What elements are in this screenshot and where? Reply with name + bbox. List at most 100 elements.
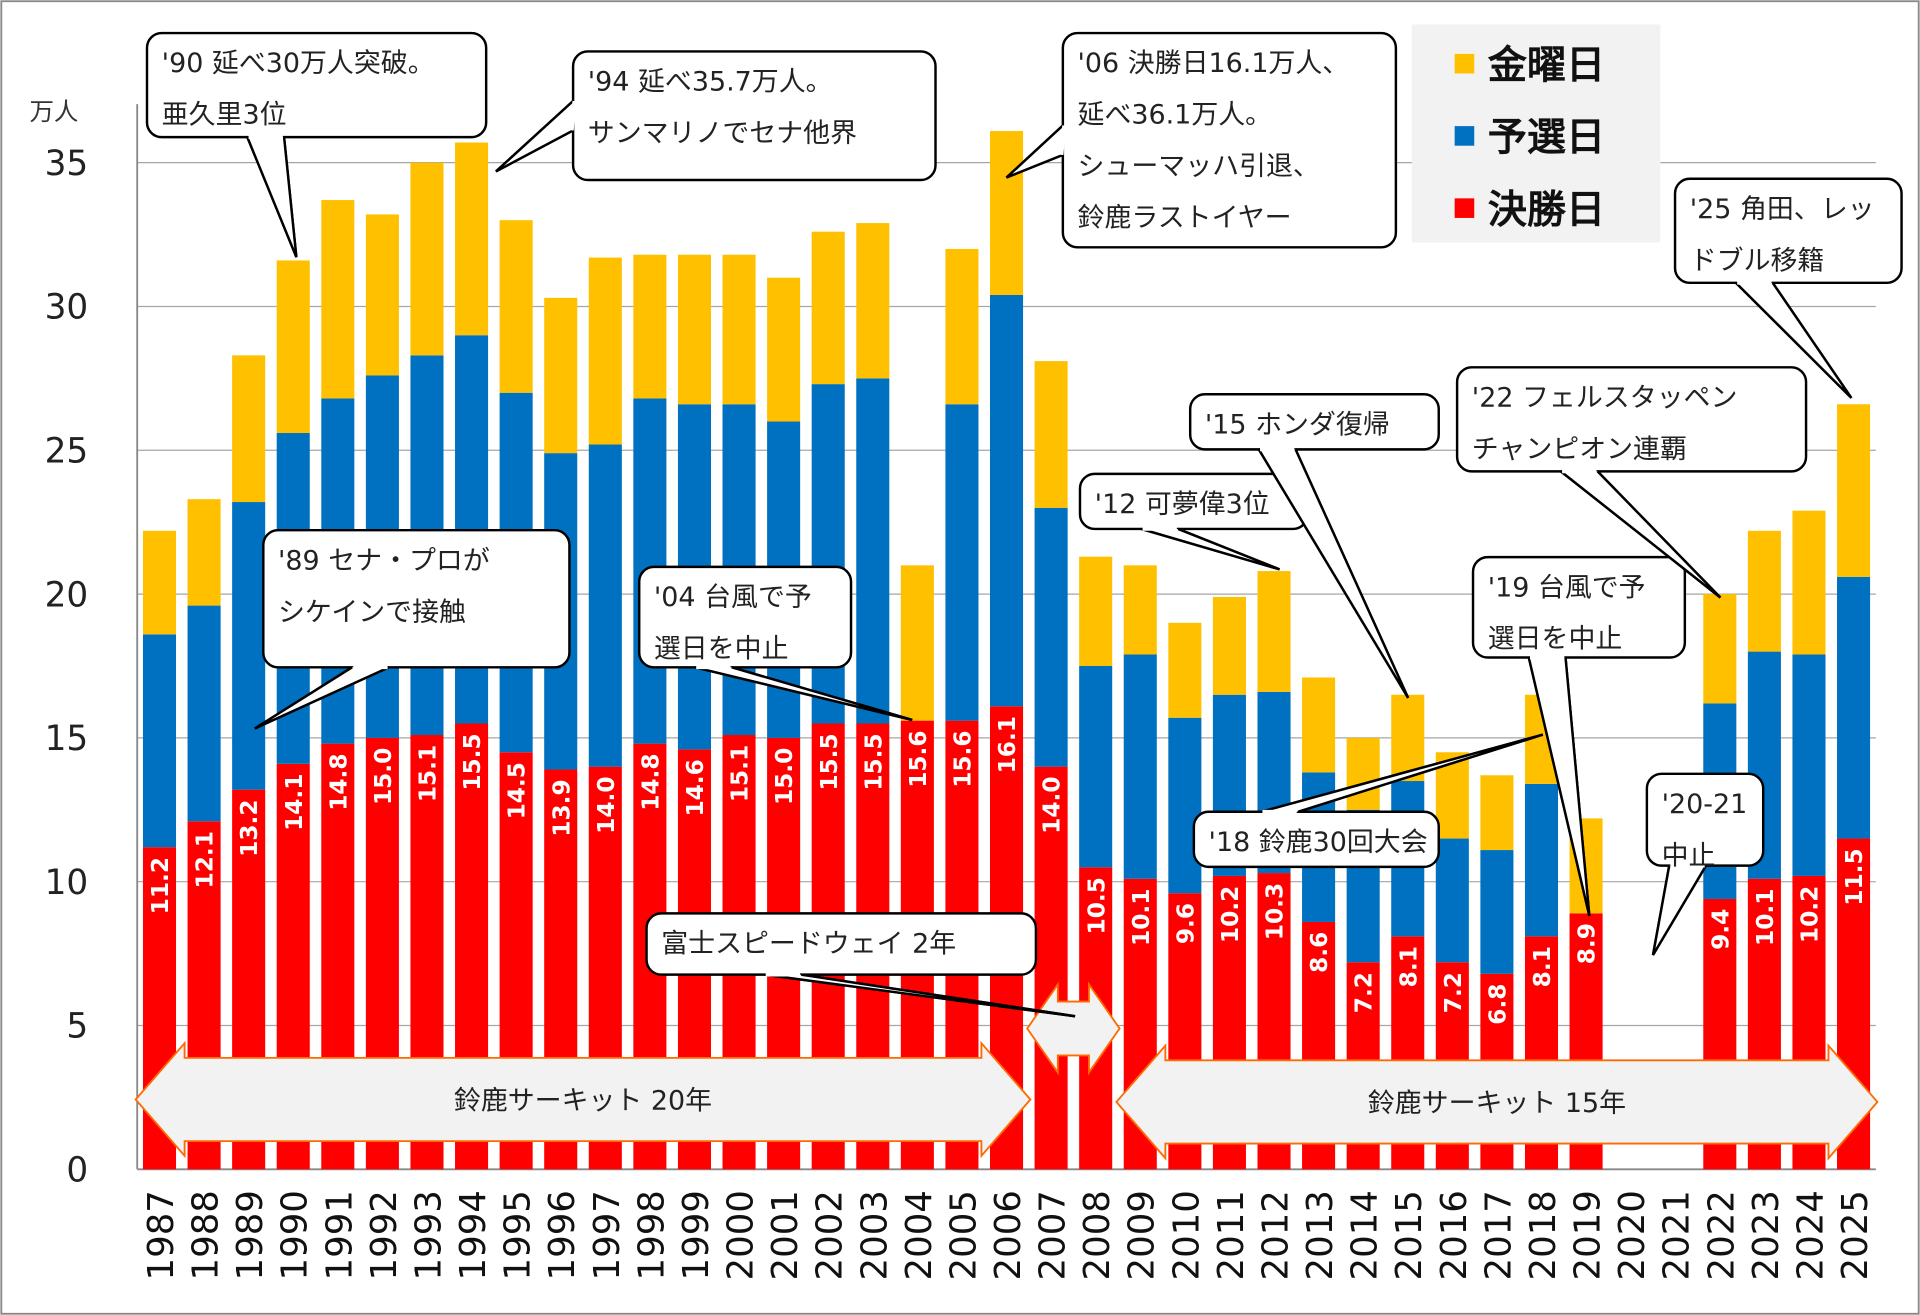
bar-予選日 [1034, 507, 1068, 767]
bar-予選日 [187, 605, 221, 822]
callout-text: '12 可夢偉3位 [1095, 489, 1270, 520]
data-label: 14.5 [504, 762, 531, 819]
data-label: 9.6 [1172, 903, 1199, 944]
bar-予選日 [588, 444, 622, 767]
x-tick-label: 1995 [498, 1190, 539, 1280]
data-label: 15.6 [905, 730, 932, 787]
bar-予選日 [1837, 576, 1871, 839]
data-label: 7.2 [1440, 972, 1467, 1013]
bar-金曜日 [321, 200, 355, 399]
callout-box [645, 912, 1038, 976]
data-label: 10.2 [1797, 886, 1824, 943]
callout-2012: '12 可夢偉3位 [1078, 472, 1309, 571]
x-tick-label: 2011 [1211, 1190, 1252, 1280]
bar-予選日 [1524, 783, 1559, 937]
data-label: 11.2 [147, 857, 174, 914]
callout-text: '22 フェルスタッペン [1472, 382, 1738, 413]
y-tick-label: 5 [66, 1007, 88, 1047]
span-arrow [1115, 1043, 1879, 1161]
x-tick-label: 2013 [1300, 1190, 1341, 1280]
callout-text: 選日を中止 [1488, 624, 1623, 655]
bar-金曜日 [677, 254, 711, 405]
data-label: 12.1 [192, 831, 219, 888]
callout-text: '25 角田、レッ [1690, 194, 1875, 225]
y-tick-label: 20 [45, 575, 89, 615]
bar-予選日 [1079, 665, 1113, 868]
bar-金曜日 [1034, 361, 1068, 508]
bar-金曜日 [1747, 530, 1781, 652]
y-axis-unit: 万人 [29, 97, 78, 126]
callout-text: '20-21 [1662, 789, 1748, 820]
callout-text: サンマリノでセナ他界 [588, 118, 857, 149]
callout-1990: '90 延べ30万人突破。亜久里3位 [145, 31, 488, 258]
legend-label: 決勝日 [1488, 188, 1606, 233]
data-label: 15.5 [860, 733, 887, 790]
legend-label: 予選日 [1488, 116, 1606, 161]
bar-金曜日 [1837, 404, 1871, 577]
legend-swatch [1454, 198, 1475, 218]
bar-予選日 [945, 404, 979, 721]
bar-金曜日 [455, 142, 489, 336]
x-tick-label: 2009 [1122, 1190, 1163, 1280]
data-label: 8.1 [1395, 946, 1422, 987]
x-tick-label: 2003 [854, 1190, 895, 1280]
callout-pointer-front [1560, 470, 1722, 599]
x-tick-label: 2018 [1523, 1190, 1564, 1280]
y-tick-label: 10 [45, 863, 89, 903]
x-tick-label: 1998 [631, 1190, 672, 1280]
legend-label: 金曜日 [1487, 43, 1606, 88]
bar-金曜日 [945, 248, 979, 405]
callout-text: '90 延べ30万人突破。 [162, 48, 435, 79]
bar-金曜日 [1391, 694, 1425, 782]
x-tick-label: 1999 [676, 1190, 717, 1280]
bar-予選日 [1435, 838, 1469, 963]
bar-予選日 [1480, 850, 1514, 974]
x-tick-label: 2015 [1389, 1190, 1430, 1280]
data-label: 8.9 [1574, 923, 1601, 964]
bar-金曜日 [588, 257, 622, 445]
callout-pointer-front [254, 666, 390, 730]
span-arrow [1026, 981, 1121, 1076]
bar-金曜日 [767, 277, 801, 422]
x-tick-label: 2005 [943, 1190, 984, 1280]
data-label: 6.8 [1484, 984, 1511, 1025]
callout-box [1673, 177, 1903, 285]
x-tick-label: 2019 [1568, 1190, 1609, 1280]
data-label: 15.1 [727, 745, 754, 802]
data-label: 9.4 [1707, 909, 1734, 950]
bar-金曜日 [1212, 596, 1246, 695]
x-tick-label: 2021 [1657, 1190, 1698, 1280]
legend-swatch [1454, 53, 1475, 74]
span-label: 鈴鹿サーキット 15年 [1368, 1088, 1626, 1119]
x-tick-label: 2001 [765, 1190, 806, 1280]
x-tick-label: 2014 [1345, 1190, 1386, 1280]
callout-text: '15 ホンダ復帰 [1205, 409, 1390, 440]
bar-予選日 [1168, 717, 1202, 894]
x-tick-label: 1988 [186, 1190, 227, 1280]
bar-予選日 [232, 502, 266, 790]
x-tick-label: 1989 [230, 1190, 271, 1280]
x-tick-label: 1996 [542, 1190, 583, 1280]
data-label: 15.5 [816, 733, 843, 790]
x-tick-label: 1997 [587, 1190, 628, 1280]
bar-金曜日 [633, 254, 667, 399]
callout-pointer-front [1140, 527, 1281, 571]
data-label: 10.2 [1217, 886, 1244, 943]
callout-box [1455, 366, 1808, 473]
callout-join [570, 100, 577, 131]
bar-金曜日 [722, 254, 756, 405]
span-label: 鈴鹿サーキット 20年 [454, 1085, 712, 1116]
x-tick-label: 2024 [1790, 1190, 1831, 1280]
data-label: 15.5 [459, 733, 486, 790]
x-tick-label: 2008 [1077, 1190, 1118, 1280]
legend-swatch [1454, 126, 1475, 146]
bar-金曜日 [1480, 775, 1514, 851]
data-label: 14.0 [1039, 776, 1066, 833]
y-tick-label: 35 [45, 144, 89, 184]
callout-text: 中止 [1662, 840, 1716, 871]
bar-決勝日 [1034, 766, 1068, 1170]
data-label: 7.2 [1351, 972, 1378, 1013]
x-tick-label: 1993 [408, 1190, 449, 1280]
